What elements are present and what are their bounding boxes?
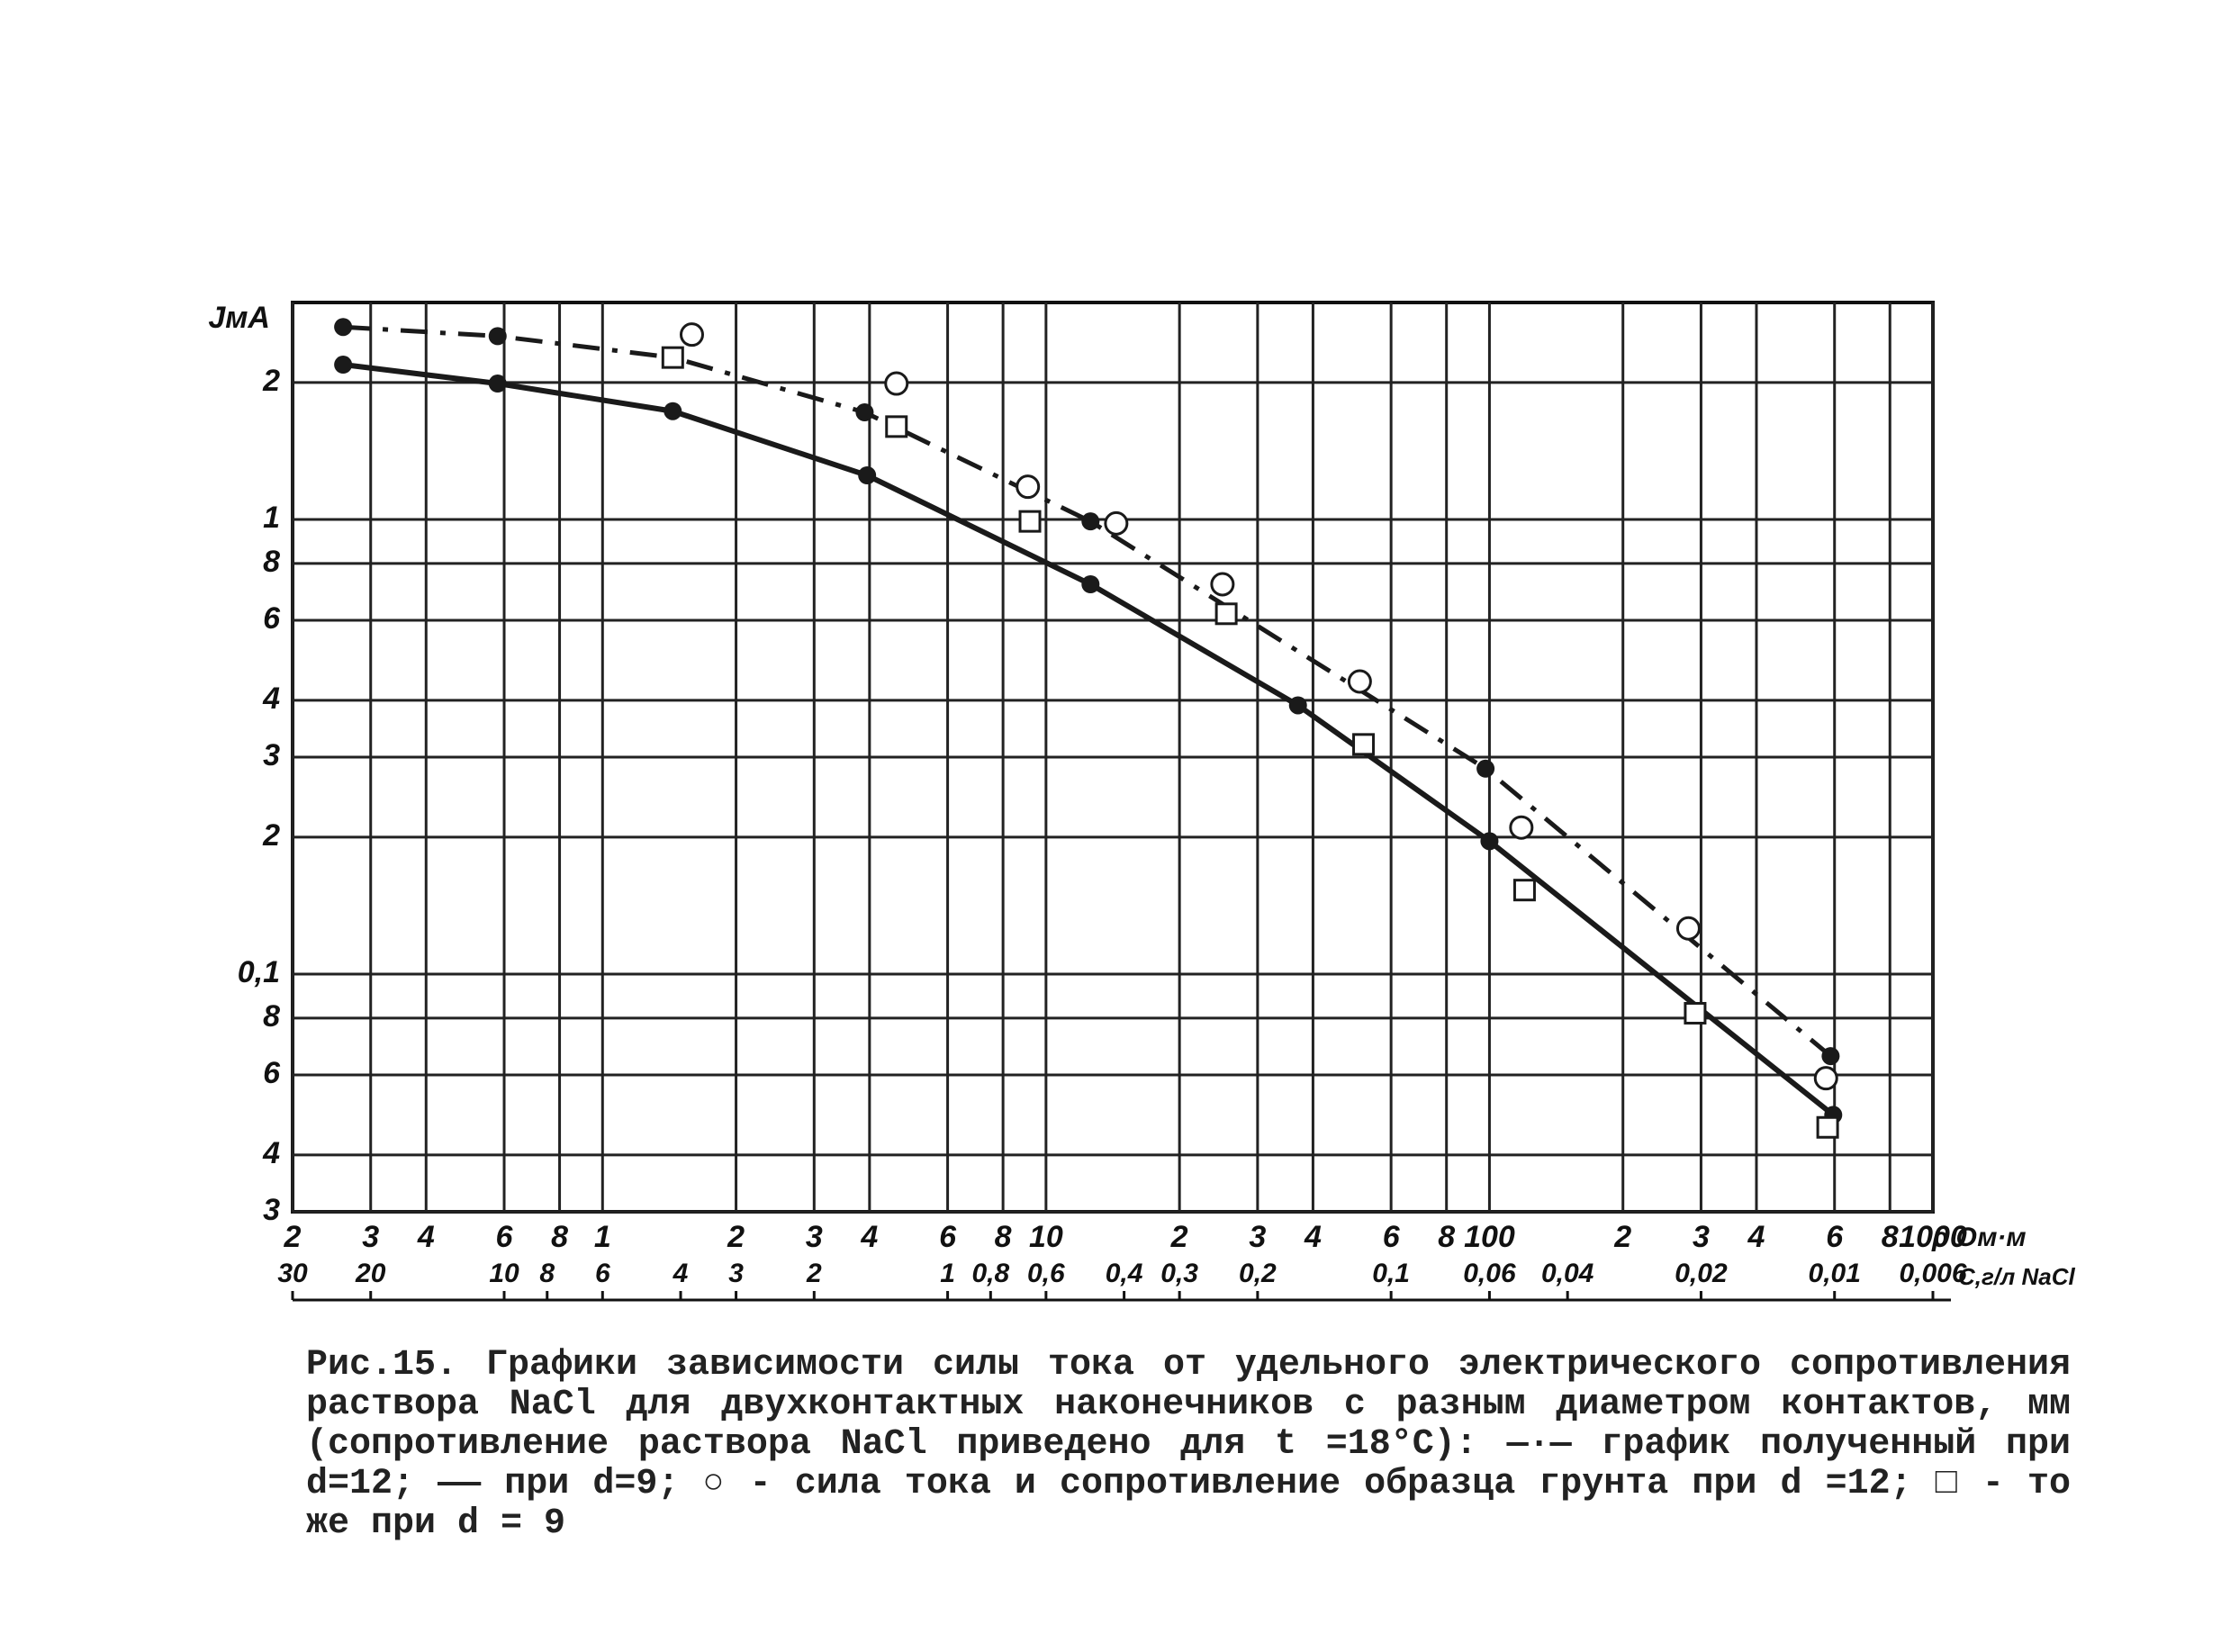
filled-marker — [1480, 832, 1499, 851]
x2-tick-label: 0,006 — [1899, 1259, 1966, 1288]
x-tick-label: 2 — [1613, 1220, 1631, 1254]
filled-marker — [858, 466, 877, 485]
square-marker — [1214, 602, 1238, 626]
x2-tick-label: 0,6 — [1027, 1259, 1065, 1288]
square-marker — [1352, 733, 1376, 756]
y-tick-label: 6 — [263, 601, 281, 636]
open-marker — [1509, 815, 1534, 840]
x-tick-label: 2 — [727, 1220, 745, 1254]
x2-tick-label: 10 — [489, 1259, 519, 1288]
x-tick-label: 100 — [1464, 1220, 1515, 1254]
filled-marker — [1821, 1047, 1840, 1066]
filled-marker — [488, 327, 507, 346]
x-tick-label: 6 — [1383, 1220, 1401, 1254]
x-axis-label: ρ Ом·м — [1931, 1223, 2027, 1252]
open-marker — [1675, 916, 1701, 941]
x2-tick-label: 0,1 — [1372, 1259, 1410, 1288]
x2-tick-label: 8 — [539, 1259, 555, 1288]
filled-marker — [1476, 759, 1495, 778]
x-tick-label: 10 — [1029, 1220, 1063, 1254]
y-tick-label: 2 — [262, 818, 280, 853]
square-marker — [885, 415, 908, 438]
x-tick-label: 6 — [1826, 1220, 1844, 1254]
x-tick-label: 4 — [860, 1220, 878, 1254]
x-tick-label: 6 — [939, 1220, 957, 1254]
filled-marker — [1081, 574, 1100, 593]
square-marker — [1512, 879, 1536, 902]
x-tick-label: 1000 — [1899, 1220, 1967, 1254]
x-tick-label: 1 — [594, 1220, 611, 1254]
open-marker — [1347, 669, 1372, 694]
open-marker — [1016, 474, 1041, 500]
filled-marker — [488, 375, 507, 393]
y-tick-label: 8 — [263, 999, 280, 1034]
y-tick-label: 8 — [263, 545, 280, 579]
filled-marker — [1081, 512, 1100, 531]
x2-tick-label: 0,04 — [1541, 1259, 1594, 1288]
open-marker — [1210, 572, 1235, 597]
x-tick-label: 2 — [1170, 1220, 1188, 1254]
x-tick-label: 6 — [496, 1220, 514, 1254]
x-tick-label: 3 — [1693, 1220, 1710, 1254]
y-tick-label: 0,1 — [238, 955, 280, 989]
x-tick-label: 3 — [1249, 1220, 1266, 1254]
y-tick-label: 4 — [262, 1136, 280, 1170]
y-tick-label: 2 — [262, 364, 280, 398]
x-tick-label: 8 — [1882, 1220, 1899, 1254]
y-tick-label: 6 — [263, 1056, 281, 1090]
x-tick-label: 4 — [417, 1220, 435, 1254]
x2-tick-label: 1 — [940, 1259, 955, 1288]
y-tick-label: 3 — [263, 1193, 280, 1227]
x-tick-label: 3 — [806, 1220, 823, 1254]
x2-tick-label: 4 — [673, 1259, 689, 1288]
filled-marker — [855, 403, 874, 422]
x2-tick-label: 0,06 — [1463, 1259, 1516, 1288]
x-tick-label: 8 — [551, 1220, 568, 1254]
y-tick-label: 1 — [263, 501, 280, 535]
x2-tick-label: 0,01 — [1809, 1259, 1861, 1288]
open-marker — [1813, 1066, 1838, 1091]
caption: Рис.15. Графики зависимости силы тока от… — [306, 1345, 2071, 1544]
open-marker — [1104, 510, 1129, 536]
series-line — [342, 362, 1836, 1117]
square-marker — [661, 346, 684, 369]
x-tick-label: 3 — [362, 1220, 379, 1254]
x-tick-label: 2 — [284, 1220, 302, 1254]
x2-tick-label: 30 — [277, 1259, 308, 1288]
filled-marker — [1288, 696, 1307, 715]
y-axis-label: JмА — [208, 301, 270, 335]
series-line — [342, 324, 1833, 1059]
x2-tick-label: 0,8 — [971, 1259, 1009, 1288]
x-tick-label: 4 — [1747, 1220, 1765, 1254]
x2-axis-label: C,г/л NaCl — [1958, 1263, 2076, 1290]
x2-tick-label: 2 — [806, 1259, 822, 1288]
x2-tick-label: 0,02 — [1675, 1259, 1728, 1288]
y-tick-label: 4 — [262, 682, 280, 716]
x2-tick-label: 6 — [595, 1259, 610, 1288]
x2-tick-label: 3 — [728, 1259, 744, 1288]
open-marker — [679, 322, 704, 348]
square-marker — [1684, 1001, 1707, 1025]
x2-tick-label: 0,3 — [1160, 1259, 1198, 1288]
x-tick-label: 4 — [1304, 1220, 1322, 1254]
x2-tick-label: 0,4 — [1106, 1259, 1143, 1288]
x2-tick-label: 20 — [355, 1259, 386, 1288]
filled-marker — [664, 402, 682, 420]
x-tick-label: 8 — [995, 1220, 1012, 1254]
square-marker — [1018, 510, 1042, 533]
x2-tick-label: 0,2 — [1239, 1259, 1277, 1288]
y-tick-label: 3 — [263, 738, 280, 772]
open-marker — [884, 371, 909, 396]
x-tick-label: 8 — [1438, 1220, 1455, 1254]
filled-marker — [334, 318, 353, 337]
square-marker — [1816, 1115, 1839, 1139]
filled-marker — [334, 356, 353, 375]
